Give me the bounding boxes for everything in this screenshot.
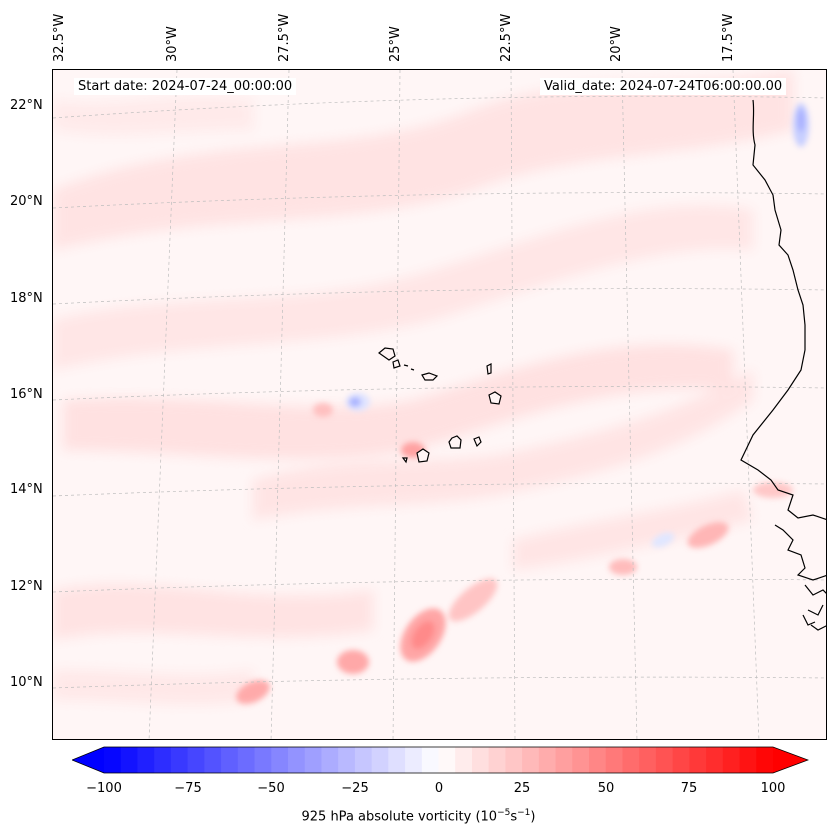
colorbar-segment [287, 747, 306, 773]
colorbar-segment [555, 747, 573, 773]
colorbar-segment [187, 747, 205, 773]
colorbar-segment [104, 747, 122, 773]
vorticity-map [52, 69, 827, 740]
colorbar-segment [170, 747, 189, 773]
colorbar-segment [221, 747, 239, 773]
colorbar-label-end: ) [530, 809, 536, 825]
colorbar-extend-min [72, 747, 104, 773]
lat-label-22n: 22°N [10, 98, 43, 113]
graticule [53, 70, 826, 739]
lat-label-14n: 14°N [10, 482, 43, 497]
lon-label-17-5w: 17.5°W [721, 13, 736, 62]
valid-date-label: Valid_date: 2024-07-24T06:00:00.00 [540, 78, 787, 95]
colorbar-segment [722, 747, 741, 773]
colorbar-tick-minus50: −50 [257, 781, 285, 796]
lon-label-32-5w: 32.5°W [52, 13, 67, 62]
colorbar [72, 746, 809, 774]
colorbar-segment [689, 747, 707, 773]
colorbar-extend-max [773, 747, 808, 773]
map-canvas [53, 70, 826, 739]
colorbar-segment [338, 747, 356, 773]
colorbar-label-exponent-2: −1 [517, 808, 531, 818]
lon-label-30w: 30°W [165, 26, 180, 62]
colorbar-segment [522, 747, 540, 773]
vorticity-maxima [236, 103, 809, 704]
colorbar-segment [421, 747, 439, 773]
lat-label-16n: 16°N [10, 387, 43, 402]
colorbar-segment [371, 747, 389, 773]
colorbar-segment [572, 747, 590, 773]
colorbar-segment [388, 747, 406, 773]
lon-label-27-5w: 27.5°W [277, 13, 292, 62]
lat-label-20n: 20°N [10, 194, 43, 209]
colorbar-segment [304, 747, 322, 773]
colorbar-segment [354, 747, 373, 773]
colorbar-tick-50: 50 [597, 781, 615, 796]
colorbar-segment [488, 747, 506, 773]
colorbar-tick-minus25: −25 [341, 781, 369, 796]
colorbar-segment [254, 747, 272, 773]
lon-label-20w: 20°W [609, 26, 624, 62]
lon-label-25w: 25°W [388, 26, 403, 62]
colorbar-segment [405, 747, 423, 773]
colorbar-segment [204, 747, 222, 773]
colorbar-tick-75: 75 [680, 781, 698, 796]
colorbar-segment [589, 747, 607, 773]
colorbar-segment [756, 747, 774, 773]
lon-label-22-5w: 22.5°W [499, 13, 514, 62]
colorbar-label-text: 925 hPa absolute vorticity (10 [301, 809, 498, 825]
colorbar-segment [538, 747, 557, 773]
cape-verde-islands [378, 347, 502, 464]
colorbar-segment [471, 747, 490, 773]
colorbar-segment [438, 747, 456, 773]
colorbar-tick-minus75: −75 [174, 781, 202, 796]
colorbar-segment [505, 747, 523, 773]
colorbar-segment [706, 747, 724, 773]
colorbar-segment [154, 747, 172, 773]
colorbar-segment [120, 747, 138, 773]
colorbar-segment [321, 747, 339, 773]
coastline [740, 99, 826, 631]
colorbar-tick-0: 0 [434, 781, 444, 796]
colorbar-segment [655, 747, 674, 773]
colorbar-segment [622, 747, 640, 773]
colorbar-segment [137, 747, 155, 773]
colorbar-tick-100: 100 [760, 781, 786, 796]
colorbar-label: 925 hPa absolute vorticity (10−5s−1) [0, 808, 837, 824]
colorbar-segment [271, 747, 289, 773]
colorbar-label-unit: s [510, 809, 518, 825]
colorbar-segment [455, 747, 473, 773]
lat-label-12n: 12°N [10, 579, 43, 594]
colorbar-outline [72, 746, 809, 774]
colorbar-tick-minus100: −100 [86, 781, 122, 796]
lat-label-10n: 10°N [10, 675, 43, 690]
start-date-label: Start date: 2024-07-24_00:00:00 [74, 78, 297, 95]
colorbar-segment [672, 747, 690, 773]
colorbar-tick-25: 25 [513, 781, 531, 796]
colorbar-label-exponent-1: −5 [497, 808, 511, 818]
colorbar-segment [739, 747, 757, 773]
colorbar-segment [605, 747, 623, 773]
vorticity-field [53, 70, 793, 705]
lat-label-18n: 18°N [10, 291, 43, 306]
colorbar-segment [639, 747, 657, 773]
colorbar-segment [237, 747, 256, 773]
